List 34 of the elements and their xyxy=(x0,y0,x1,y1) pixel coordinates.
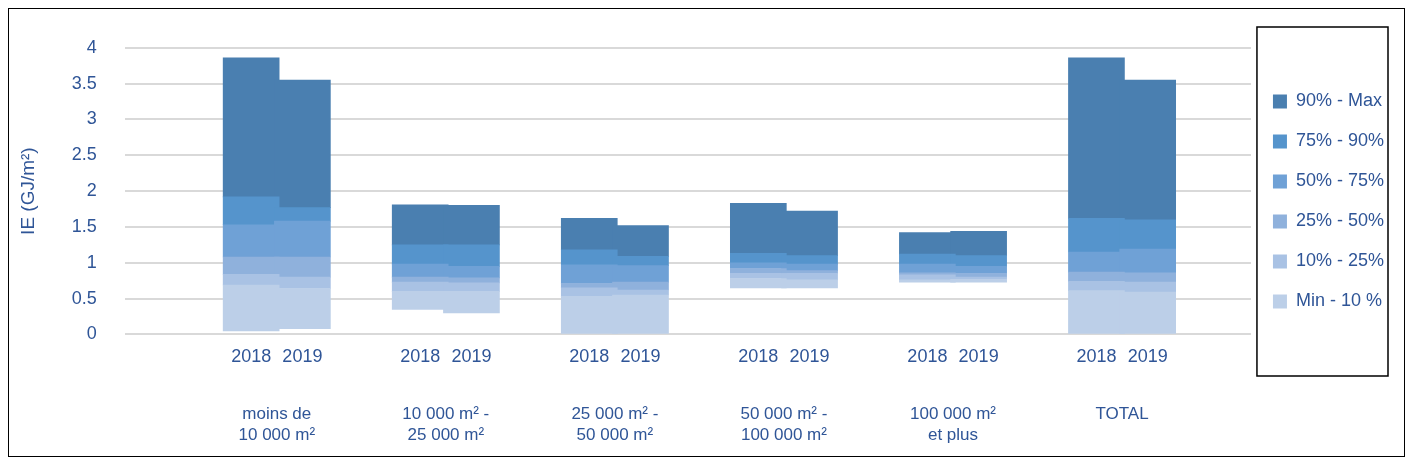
text: 10 000 m² - 25 000 m² xyxy=(402,404,490,445)
x-tick-label: 2018 xyxy=(400,346,441,367)
y-tick-label: 0.5 xyxy=(71,287,97,308)
x-tick-label: 2019 xyxy=(1127,346,1168,367)
legend-label: Min - 10 % xyxy=(1295,290,1382,311)
text: 25 000 m² - 50 000 m² xyxy=(571,404,659,445)
x-tick-label: 2018 xyxy=(231,346,272,367)
legend-label: 25% - 50% xyxy=(1295,210,1385,231)
text: 50 000 m² - 100 000 m² xyxy=(740,404,828,445)
y-tick-label: 3 xyxy=(86,108,97,129)
y-tick-label: 1.5 xyxy=(71,215,97,236)
y-tick-label: 4 xyxy=(86,36,97,57)
x-tick-label: 2019 xyxy=(958,346,999,367)
x-tick-label: 2019 xyxy=(620,346,661,367)
y-tick-label: 0 xyxy=(86,323,97,344)
x-tick-label: 2019 xyxy=(282,346,323,367)
x-tick-label: 2019 xyxy=(789,346,830,367)
y-tick-label: 1 xyxy=(86,251,97,272)
y-tick-label: 2 xyxy=(86,180,97,201)
text: TOTAL xyxy=(1095,404,1149,424)
x-tick-label: 2018 xyxy=(569,346,610,367)
y-tick-label: 3.5 xyxy=(71,72,97,93)
legend-label: 90% - Max xyxy=(1295,90,1382,111)
y-axis-title: IE (GJ/m²) xyxy=(16,147,38,235)
x-tick-label: 2018 xyxy=(738,346,779,367)
x-tick-label: 2018 xyxy=(907,346,948,367)
text: 100 000 m² et plus xyxy=(910,404,997,445)
y-tick-label: 2.5 xyxy=(71,144,97,165)
legend-label: 50% - 75% xyxy=(1295,170,1385,191)
x-tick-label: 2019 xyxy=(451,346,492,367)
text: moins de 10 000 m² xyxy=(238,404,316,445)
x-tick-label: 2018 xyxy=(1076,346,1117,367)
legend-label: 75% - 90% xyxy=(1295,130,1385,151)
legend-label: 10% - 25% xyxy=(1295,250,1385,271)
